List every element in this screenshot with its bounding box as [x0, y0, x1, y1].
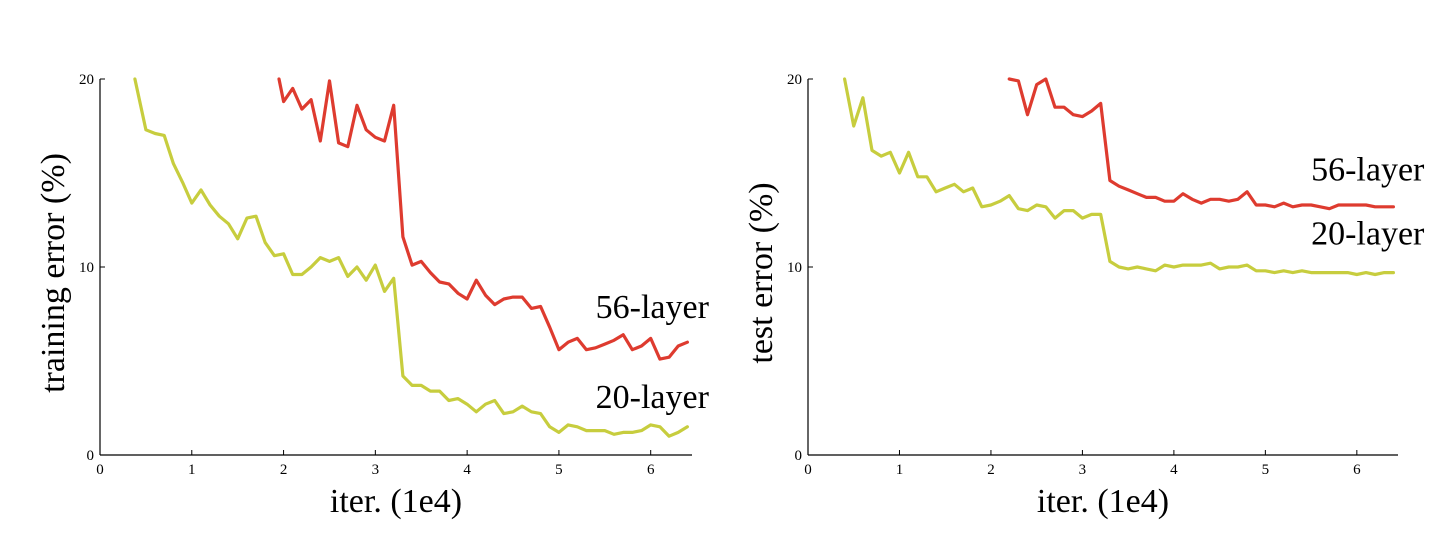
x-tick-label: 4: [1170, 462, 1178, 478]
x-tick-label: 5: [555, 462, 563, 478]
series-label: 56-layer: [596, 289, 710, 326]
series-label: 20-layer: [1311, 215, 1425, 252]
x-tick-label: 2: [987, 462, 995, 478]
y-tick-label: 0: [795, 448, 803, 464]
x-tick-label: 4: [463, 462, 471, 478]
x-tick-label: 1: [896, 462, 904, 478]
y-axis-label: test error (%): [743, 182, 780, 363]
y-tick-label: 20: [79, 72, 94, 88]
x-axis-label: iter. (1e4): [1037, 483, 1169, 520]
y-tick-label: 10: [79, 260, 94, 276]
series-line-20-layer: [842, 77, 1396, 277]
y-tick-label: 0: [87, 448, 95, 464]
x-tick-label: 2: [280, 462, 288, 478]
series-line-56-layer: [1007, 77, 1396, 211]
test-error-chart: 0 1 2 3 4 5 6 0 10 20 iter. (1e4) test error (%) 56-…: [743, 72, 1425, 520]
series-label: 20-layer: [596, 379, 710, 416]
series-line-56-layer: [277, 77, 690, 361]
x-tick-label: 3: [372, 462, 380, 478]
series-label: 56-layer: [1311, 152, 1425, 189]
x-tick-label: 0: [96, 462, 104, 478]
x-tick-label: 3: [1079, 462, 1087, 478]
x-tick-label: 0: [804, 462, 812, 478]
x-tick-label: 6: [647, 462, 655, 478]
y-tick-label: 20: [787, 72, 802, 88]
x-axis-label: iter. (1e4): [330, 483, 462, 520]
y-axis-label: training error (%): [35, 153, 72, 393]
x-tick-label: 1: [188, 462, 196, 478]
x-tick-label: 6: [1353, 462, 1361, 478]
training-error-chart: 0 1 2 3 4 5 6 0 10 20 iter. (1e4) training error (%…: [35, 72, 710, 520]
series-line-20-layer: [133, 77, 690, 438]
y-tick-label: 10: [787, 260, 802, 276]
x-tick-label: 5: [1262, 462, 1270, 478]
